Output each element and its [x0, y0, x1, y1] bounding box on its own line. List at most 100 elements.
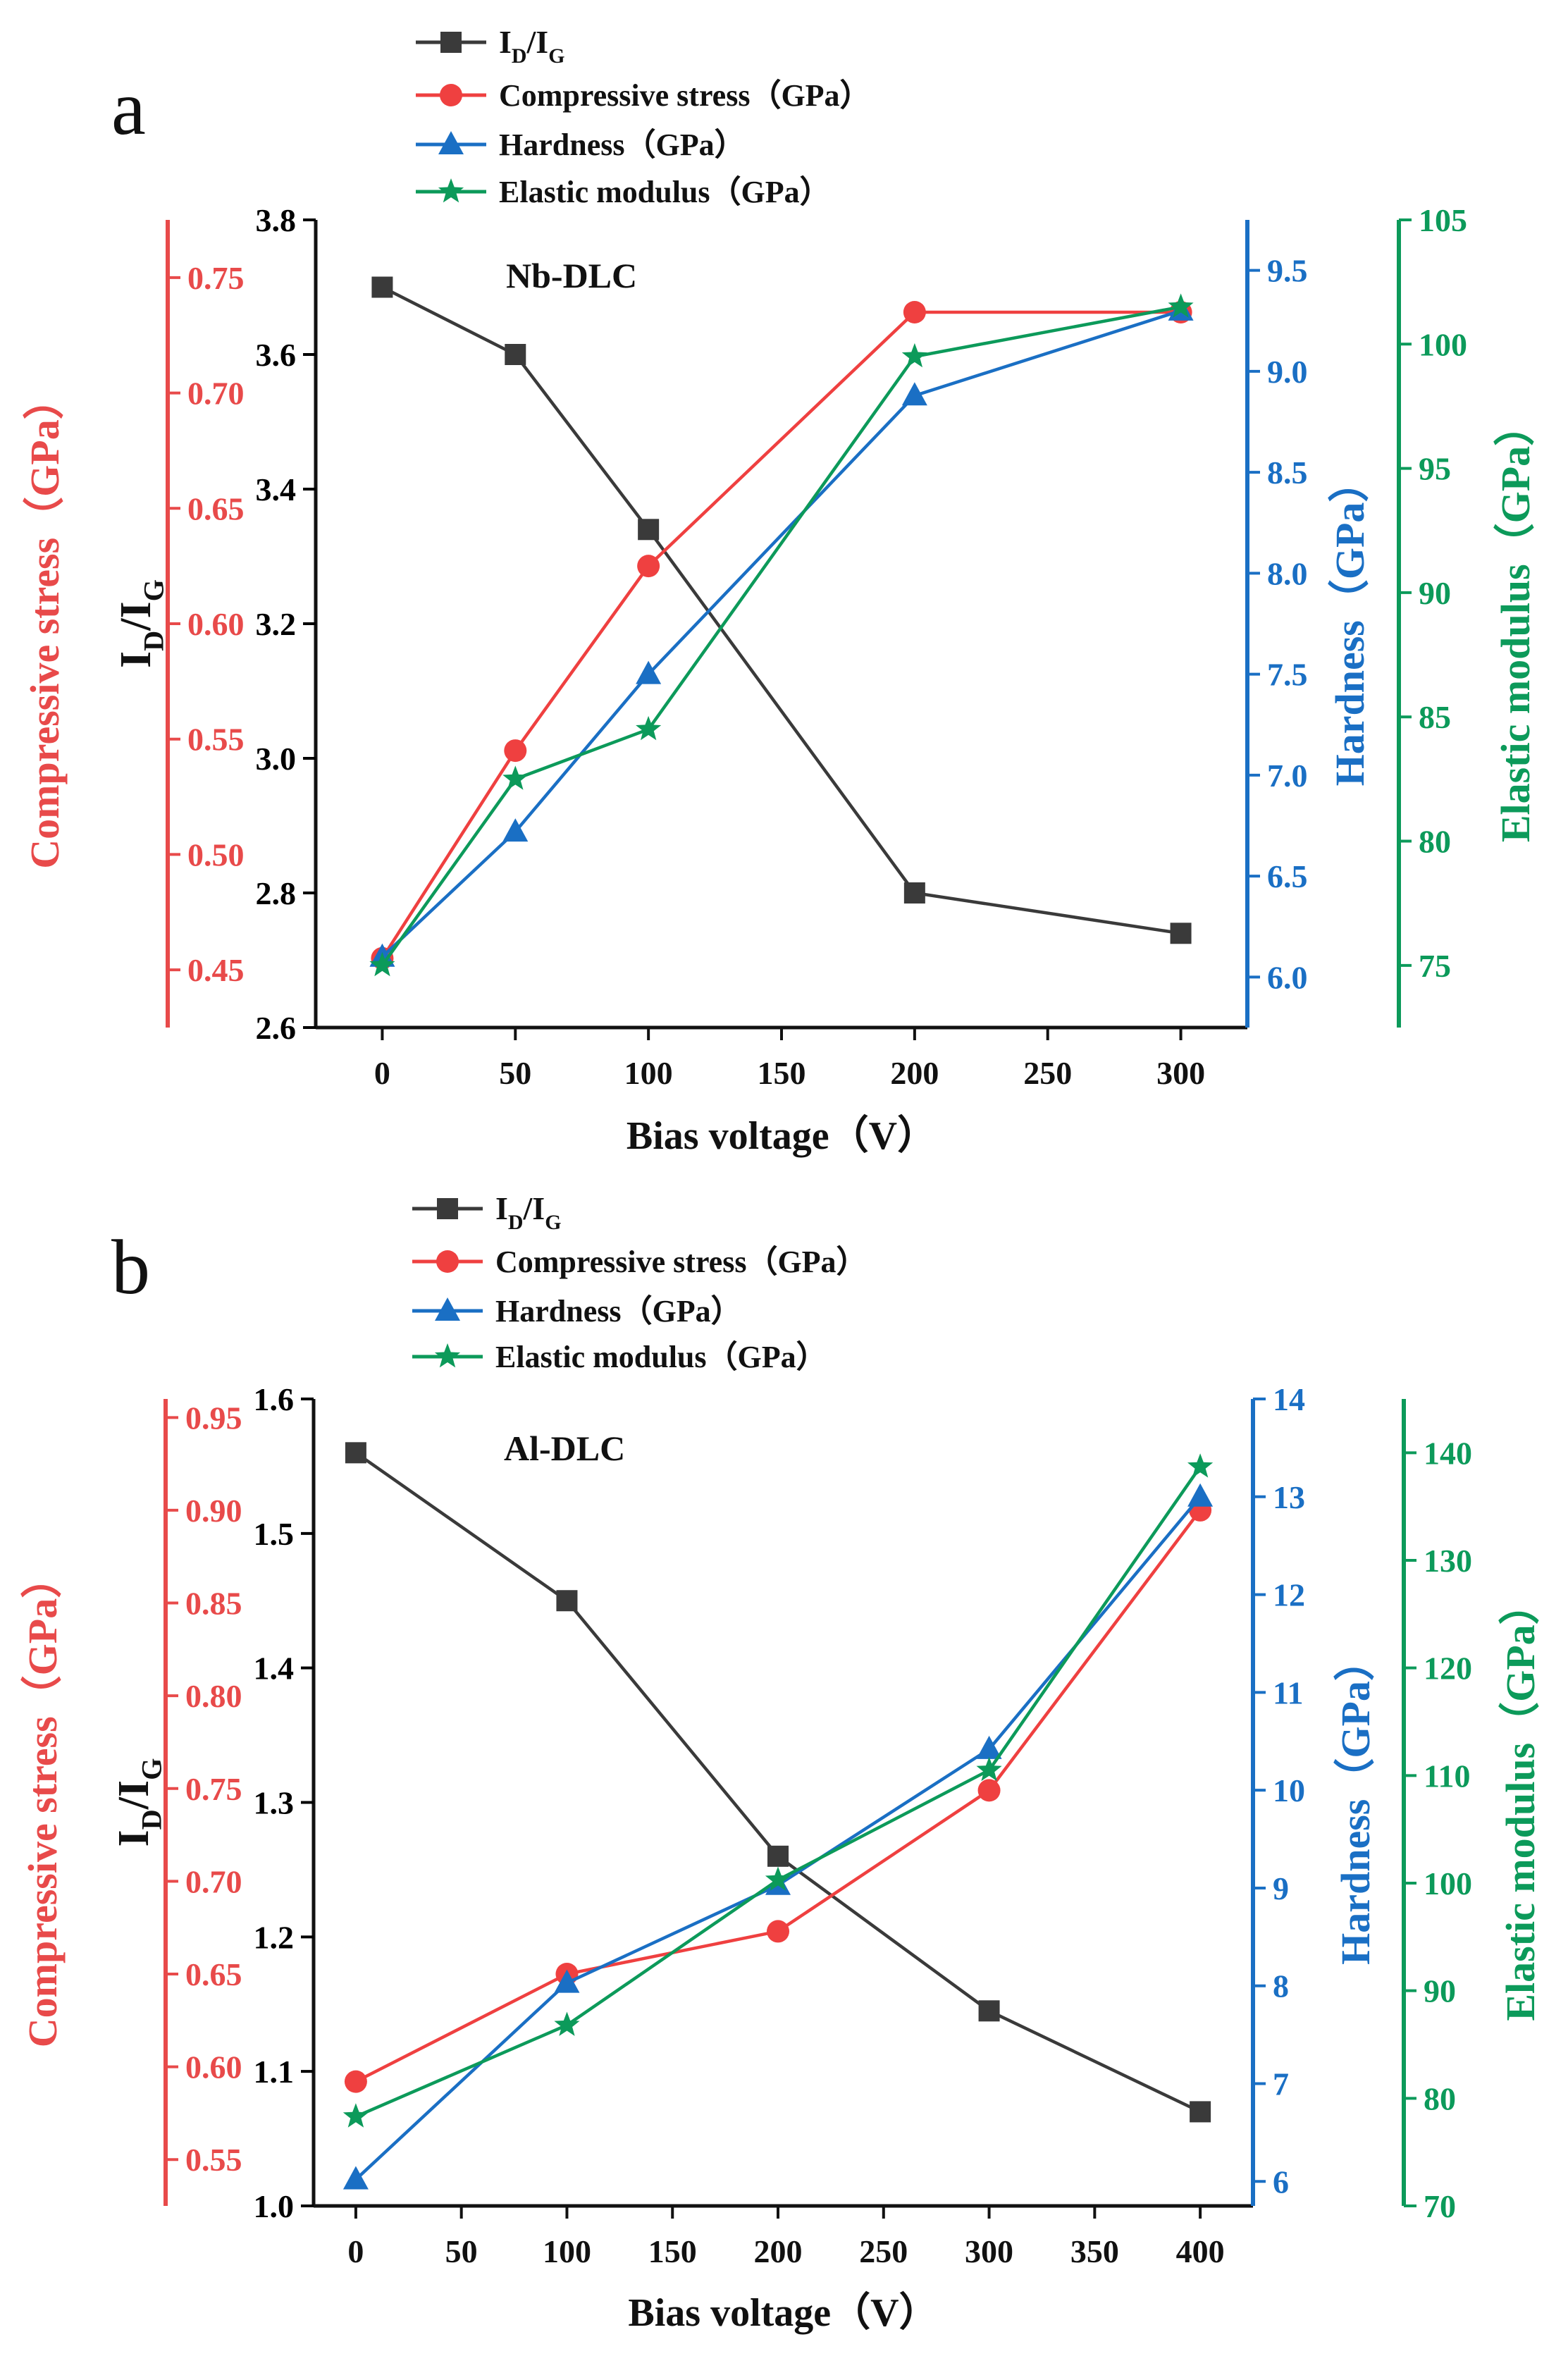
right_outer-tick-label: 75	[1419, 948, 1451, 984]
id-ig-axis-label-main: I	[110, 1830, 158, 1846]
series-line-1	[354, 1509, 1202, 2083]
x-axis-label: Bias voltage（V）	[628, 2290, 938, 2335]
left_outer-tick-label: 0.85	[185, 1586, 242, 1622]
left_inner-tick-label: 2.6	[256, 1010, 297, 1046]
legend-label-1: Compressive stress（GPa）	[499, 78, 871, 113]
series-line-2	[354, 1496, 1202, 2181]
series-2-point-0	[342, 2166, 369, 2190]
series-3-point-1	[554, 2011, 580, 2036]
series-0-point-0	[371, 276, 393, 298]
right_outer-tick-label: 100	[1419, 326, 1467, 362]
right_outer-tick-label: 90	[1419, 575, 1451, 611]
x-tick-label: 200	[890, 1055, 939, 1091]
legend-marker-3	[438, 178, 464, 203]
series-0-point-4	[1170, 923, 1192, 944]
right_outer-tick-label: 110	[1424, 1758, 1470, 1794]
x-tick-label: 300	[1156, 1055, 1205, 1091]
id-ig-axis-label: ID/IG	[110, 1758, 168, 1847]
right_inner-tick-label: 13	[1273, 1479, 1305, 1515]
series-1-point-0	[344, 2070, 367, 2093]
right_inner-tick-label: 8	[1273, 1968, 1289, 2004]
left_inner-tick-label: 3.4	[256, 471, 297, 507]
right_inner-axis-title-group: Hardness（GPa）	[1333, 1640, 1378, 1965]
id-ig-axis-label-sub2: G	[138, 579, 170, 601]
legend-marker-0	[437, 1198, 458, 1219]
series-3-point-1	[502, 765, 529, 790]
legend-label-0-sub2: G	[545, 1211, 561, 1234]
x-tick-label: 250	[1023, 1055, 1072, 1091]
series-3-point-4	[1187, 1453, 1214, 1478]
legend-label-3: Elastic modulus（GPa）	[495, 1340, 827, 1374]
chart-panel-a: a 0 50 100 150 200 250 300 Bias voltage（V） 2.6 2.8…	[22, 24, 1538, 1158]
series-2-point-1	[502, 818, 529, 842]
right_inner-tick-label: 6	[1273, 2164, 1289, 2200]
legend-label-2: Hardness（GPa）	[499, 128, 746, 162]
series-3-point-2	[765, 1866, 791, 1891]
series-line-3	[355, 1465, 1202, 2119]
legend-label-3: Elastic modulus（GPa）	[499, 175, 831, 209]
left_inner-tick-label: 1.2	[254, 1919, 295, 1955]
series-line-0	[381, 285, 1181, 935]
right_inner-axis-title: Hardness（GPa）	[1333, 1640, 1378, 1965]
id-ig-axis-label-mid: /I	[112, 601, 160, 631]
right_inner-tick-label: 14	[1273, 1381, 1305, 1417]
id-ig-axis-label-sub2: G	[136, 1758, 168, 1780]
legend-marker-2	[435, 1297, 460, 1321]
left_inner-tick-label: 3.2	[256, 606, 297, 642]
left_outer-axis-title: Compressive stress（GPa）	[22, 378, 68, 868]
left_inner-tick-label: 1.0	[254, 2188, 295, 2224]
x-tick-label: 400	[1176, 2233, 1225, 2269]
left_outer-tick-label: 0.95	[185, 1400, 242, 1436]
left_inner-tick-label: 1.5	[254, 1516, 295, 1552]
x-tick-label: 50	[499, 1055, 531, 1091]
left_outer-tick-label: 0.55	[185, 2142, 242, 2178]
left_outer-tick-label: 0.55	[187, 722, 245, 758]
left_inner-tick-label: 2.8	[256, 875, 297, 911]
legend-marker-2	[438, 131, 464, 154]
left_outer-tick-label: 0.90	[185, 1493, 242, 1529]
series-2-point-2	[636, 660, 662, 684]
series-3-point-3	[901, 343, 927, 368]
legend-marker-0	[440, 32, 462, 53]
legend-label-0-sub2: G	[548, 44, 564, 68]
id-ig-axis-label-sub1: D	[138, 631, 170, 651]
right_inner-tick-label: 11	[1273, 1675, 1303, 1710]
series-line-0	[354, 1451, 1202, 2114]
legend-marker-1	[440, 84, 462, 106]
id-ig-axis-label-main: I	[112, 651, 160, 668]
left_inner-tick-label: 1.3	[254, 1785, 295, 1821]
left-inner-axis-title: ID/IG	[112, 579, 170, 668]
legend-label-0: ID/IG	[495, 1190, 561, 1234]
right_inner-tick-label: 10	[1273, 1772, 1305, 1808]
legend-marker-1	[436, 1250, 459, 1273]
left_outer-axis-title-group: Compressive stress（GPa）	[22, 378, 68, 868]
sample-annotation: Al-DLC	[504, 1429, 625, 1468]
series-1-point-2	[637, 555, 660, 578]
right_outer-tick-label: 70	[1424, 2188, 1456, 2224]
x-tick-label: 0	[374, 1055, 390, 1091]
series-line-1	[381, 310, 1181, 960]
legend-label-0-sub1: D	[508, 1211, 524, 1234]
series-3-point-3	[976, 1756, 1002, 1782]
series-2-point-3	[901, 382, 927, 406]
x-tick-label: 250	[859, 2233, 908, 2269]
series-line-3	[381, 305, 1182, 967]
panel-label: b	[111, 1224, 150, 1310]
left_outer-tick-label: 0.60	[187, 606, 245, 642]
series-1-point-3	[903, 300, 926, 323]
right_outer-axis-title-group: Elastic modulus（GPa）	[1493, 405, 1538, 842]
right_inner-tick-label: 8.5	[1267, 455, 1308, 491]
x-tick-label: 350	[1070, 2233, 1119, 2269]
x-tick-label: 150	[648, 2233, 697, 2269]
left_outer-tick-label: 0.60	[185, 2049, 242, 2085]
right_inner-tick-label: 8.0	[1267, 555, 1308, 591]
legend-label-0-sub1: D	[512, 44, 527, 68]
series-0-point-1	[505, 344, 526, 365]
id-ig-axis-label-mid: /I	[110, 1780, 158, 1810]
legend-label-0-main: I	[495, 1190, 508, 1226]
right_outer-axis-title-group: Elastic modulus（GPa）	[1498, 1584, 1543, 2021]
series-3-point-4	[1168, 293, 1194, 318]
series-1-point-3	[977, 1779, 1001, 1802]
left_inner-tick-label: 1.1	[254, 2054, 295, 2090]
